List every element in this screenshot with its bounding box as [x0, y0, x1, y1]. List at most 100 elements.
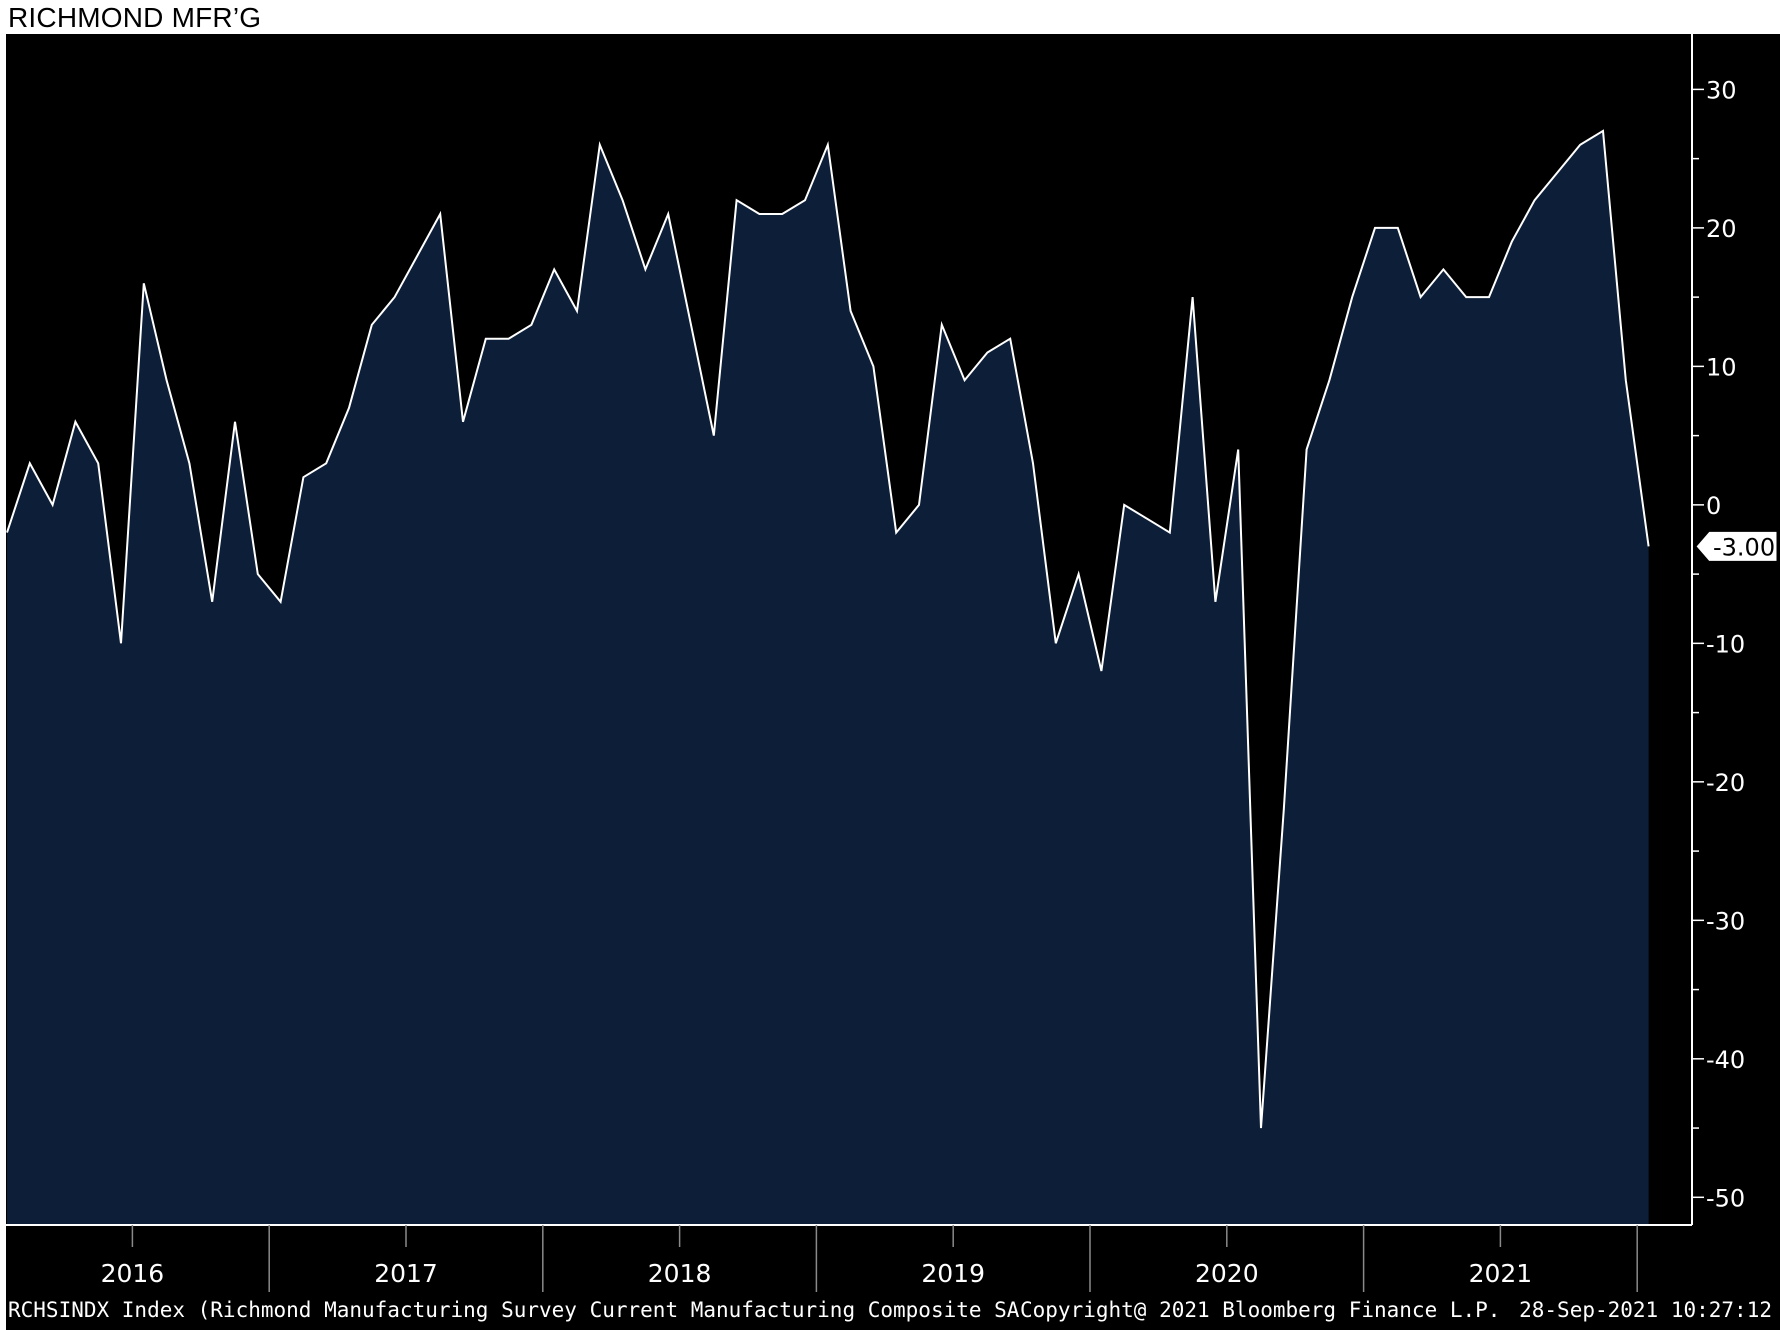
- data-point: [1169, 531, 1171, 533]
- data-point: [1032, 462, 1034, 464]
- data-point: [1397, 227, 1399, 229]
- data-point: [758, 213, 760, 215]
- data-point: [1488, 296, 1490, 298]
- y-tick-label: -30: [1706, 907, 1745, 935]
- y-tick-label: -40: [1706, 1046, 1745, 1074]
- footer-copyright-text: Copyright@ 2021 Bloomberg Finance L.P.: [1020, 1298, 1500, 1322]
- data-point: [1579, 144, 1581, 146]
- data-point: [348, 407, 350, 409]
- y-tick-label: 30: [1706, 76, 1737, 104]
- data-point: [1602, 130, 1604, 132]
- data-point: [667, 213, 669, 215]
- data-point: [1374, 227, 1376, 229]
- data-point: [279, 601, 281, 603]
- data-point: [1191, 296, 1193, 298]
- data-point: [257, 573, 259, 575]
- data-point: [302, 476, 304, 478]
- data-point: [1009, 338, 1011, 340]
- data-point: [781, 213, 783, 215]
- data-point: [1351, 296, 1353, 298]
- data-point: [1328, 379, 1330, 381]
- data-point: [439, 213, 441, 215]
- chart-title: RICHMOND MFR’G: [8, 2, 262, 33]
- y-tick-label: 0: [1706, 492, 1721, 520]
- y-tick-label: -50: [1706, 1184, 1745, 1212]
- footer-timestamp-text: 28-Sep-2021 10:27:12: [1519, 1298, 1772, 1322]
- data-point: [1055, 642, 1057, 644]
- data-point: [416, 254, 418, 256]
- data-point: [325, 462, 327, 464]
- data-point: [97, 462, 99, 464]
- data-point: [918, 504, 920, 506]
- data-point: [188, 462, 190, 464]
- y-tick-label: 20: [1706, 215, 1737, 243]
- data-point: [1237, 448, 1239, 450]
- data-point: [485, 338, 487, 340]
- data-point: [1146, 518, 1148, 520]
- x-axis: 2016 2017 2018 2019 2020 2021: [6, 1224, 1692, 1292]
- footer-source-text: RCHSINDX Index (Richmond Manufacturing S…: [8, 1298, 1020, 1322]
- data-point: [1511, 241, 1513, 243]
- plot-layer: [6, 34, 1692, 1225]
- data-point: [963, 379, 965, 381]
- data-point: [599, 144, 601, 146]
- data-point: [1283, 808, 1285, 810]
- x-tick-label: 2018: [648, 1259, 712, 1288]
- x-tick-label: 2021: [1469, 1259, 1533, 1288]
- data-point: [804, 199, 806, 201]
- data-point: [895, 531, 897, 533]
- data-point: [735, 199, 737, 201]
- series-line: [6, 129, 1650, 1129]
- data-point: [1077, 573, 1079, 575]
- area-fill: [7, 130, 1649, 1225]
- footer-bar: RCHSINDX Index (Richmond Manufacturing S…: [8, 1298, 1772, 1322]
- data-point: [986, 351, 988, 353]
- y-tick-label: 10: [1706, 353, 1737, 381]
- x-tick-label: 2019: [921, 1259, 985, 1288]
- data-point: [393, 296, 395, 298]
- data-point: [29, 462, 31, 464]
- data-point: [6, 531, 8, 533]
- data-point: [553, 268, 555, 270]
- data-point: [74, 421, 76, 423]
- y-axis: 30 20 10 0 -10 -20 -30 -40 -50: [1691, 34, 1745, 1225]
- data-point: [1442, 268, 1444, 270]
- y-tick-label: -10: [1706, 630, 1745, 658]
- data-point: [941, 324, 943, 326]
- x-tick-label: 2017: [374, 1259, 438, 1288]
- data-point: [621, 199, 623, 201]
- data-point: [1533, 199, 1535, 201]
- data-point: [462, 421, 464, 423]
- data-point: [371, 324, 373, 326]
- x-tick-label: 2016: [101, 1259, 165, 1288]
- data-point: [576, 310, 578, 312]
- y-tick-label: -20: [1706, 769, 1745, 797]
- data-point: [1647, 545, 1649, 547]
- data-point: [1419, 296, 1421, 298]
- data-point: [1214, 601, 1216, 603]
- data-point: [530, 324, 532, 326]
- data-point: [1123, 504, 1125, 506]
- data-point: [507, 338, 509, 340]
- data-point: [690, 324, 692, 326]
- data-point: [1260, 1127, 1262, 1129]
- data-point: [644, 268, 646, 270]
- last-value-badge: [1695, 530, 1778, 562]
- data-point: [827, 144, 829, 146]
- data-point: [51, 504, 53, 506]
- data-point: [1625, 379, 1627, 381]
- last-value-callout: -3.00: [1695, 530, 1778, 562]
- data-point: [143, 282, 145, 284]
- data-point: [1556, 171, 1558, 173]
- data-point: [872, 365, 874, 367]
- last-value-label: -3.00: [1713, 533, 1775, 561]
- data-point: [1305, 448, 1307, 450]
- data-point: [234, 421, 236, 423]
- data-point: [211, 601, 213, 603]
- data-point: [1465, 296, 1467, 298]
- data-point: [120, 642, 122, 644]
- x-tick-label: 2020: [1195, 1259, 1259, 1288]
- data-point: [1100, 670, 1102, 672]
- data-point: [713, 434, 715, 436]
